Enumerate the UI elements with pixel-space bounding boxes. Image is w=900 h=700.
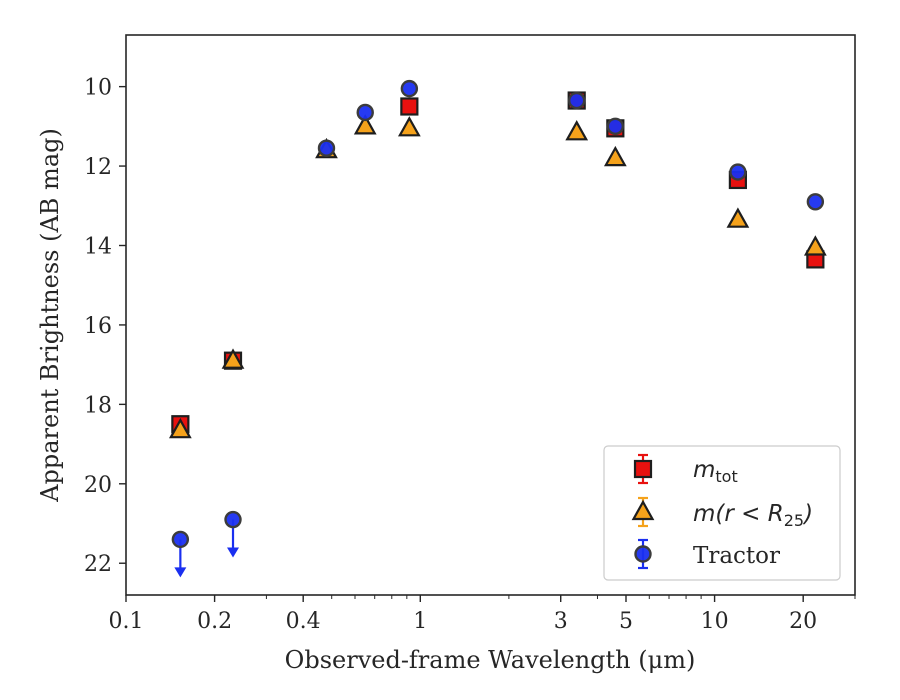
x-axis-ticks: 0.1 0.2 0.4 1 3 5 10 20 <box>109 595 856 634</box>
data-point-tractor <box>317 139 336 157</box>
x-axis-label: Observed-frame Wavelength (μm) <box>285 646 696 674</box>
data-point-tractor <box>729 163 747 181</box>
data-point-mr25 <box>353 114 377 135</box>
x-tick-label: 20 <box>789 609 817 634</box>
legend-box <box>603 445 841 581</box>
legend-handles <box>631 453 655 570</box>
data-point-tractor <box>568 91 586 110</box>
data-point-mr25 <box>168 417 192 439</box>
y-tick-label: 16 <box>84 314 112 339</box>
data-point-mr25 <box>803 235 827 256</box>
y-tick-label: 12 <box>84 155 112 180</box>
x-tick-label: 5 <box>619 609 633 634</box>
data-point-tractor <box>606 117 625 136</box>
data-point-tractor <box>400 79 419 98</box>
legend-mtot-sub: tot <box>715 467 737 486</box>
data-point-mr25 <box>221 348 245 369</box>
data-point-tractor <box>224 510 242 529</box>
data-point-mr25 <box>397 116 421 137</box>
data-point-mr25 <box>603 145 627 167</box>
data-marks <box>168 79 827 578</box>
legend-marker-mr25 <box>631 499 655 521</box>
data-point-tractor <box>171 530 190 549</box>
series-tractor <box>171 79 825 578</box>
y-axis-ticks: 10 12 14 16 18 20 22 <box>84 76 126 577</box>
series-mr25 <box>168 114 827 439</box>
x-tick-label: 0.1 <box>109 609 144 634</box>
legend-mr25-main: m(r < R <box>693 501 784 527</box>
legend-mr25-sub: 25 <box>784 511 804 530</box>
y-tick-label: 20 <box>84 473 112 498</box>
data-point-mr25 <box>565 120 589 141</box>
legend-mtot-main: m <box>693 457 715 483</box>
data-point-tractor <box>806 193 825 211</box>
x-tick-label: 10 <box>701 609 729 634</box>
legend-label-tractor: Tractor <box>693 543 780 569</box>
y-tick-label: 14 <box>84 234 112 259</box>
legend: mtot m(r < R25) Tractor <box>603 445 841 581</box>
x-tick-label: 3 <box>554 609 568 634</box>
y-tick-label: 22 <box>84 552 112 577</box>
plot-frame <box>125 34 856 596</box>
legend-marker-tractor <box>634 545 652 563</box>
x-tick-label: 0.2 <box>197 609 232 634</box>
upper-limit-arrow-head <box>227 547 240 558</box>
legend-mr25-tail: ) <box>802 501 813 527</box>
data-point-mr25 <box>726 207 750 228</box>
series-mtot <box>171 91 825 434</box>
legend-marker-mtot <box>633 459 653 479</box>
y-tick-label: 18 <box>84 393 112 418</box>
legend-label-mtot: mtot <box>693 457 738 486</box>
y-tick-label: 10 <box>84 76 112 101</box>
legend-label-mr25: m(r < R25) <box>693 501 813 530</box>
y-axis-label: Apparent Brightness (AB mag) <box>36 128 64 503</box>
data-point-mtot <box>400 97 419 116</box>
x-tick-label: 0.4 <box>286 609 321 634</box>
x-tick-label: 1 <box>413 609 427 634</box>
data-point-tractor <box>356 103 374 122</box>
upper-limit-arrow-head <box>174 567 187 578</box>
